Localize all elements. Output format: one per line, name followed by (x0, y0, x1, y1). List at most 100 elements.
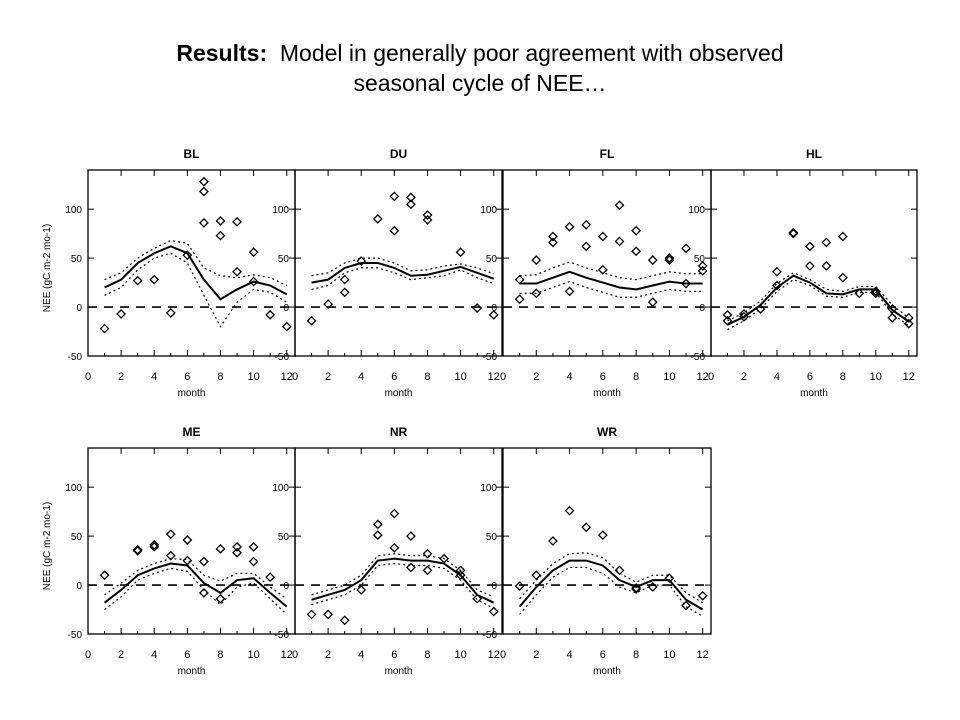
observed-point (406, 199, 416, 210)
x-tick-label: 0 (292, 371, 298, 383)
observed-point (722, 315, 733, 326)
x-tick-label: 6 (184, 649, 190, 661)
observed-point (232, 547, 242, 558)
y-tick-label: 50 (694, 254, 706, 265)
observed-point (548, 536, 558, 546)
model-line (103, 562, 288, 608)
x-tick-label: 6 (391, 371, 397, 383)
observed-point (265, 572, 276, 583)
x-tick-label: 6 (391, 649, 397, 661)
y-tick-label: 50 (486, 254, 498, 265)
x-tick-label: 2 (325, 371, 331, 383)
model-bound-line (519, 552, 703, 604)
observed-point (631, 246, 642, 257)
observed-point (581, 522, 592, 533)
observed-point (788, 227, 799, 238)
observed-point (772, 266, 782, 277)
x-axis-label: month (178, 666, 206, 677)
observed-point (597, 264, 608, 275)
x-tick-label: 0 (500, 649, 506, 661)
x-tick-label: 4 (151, 371, 157, 383)
y-tick-label: 0 (491, 303, 497, 314)
panel-title: ME (183, 425, 201, 439)
model-line (518, 559, 704, 611)
observed-point (199, 176, 209, 187)
x-tick-label: 10 (663, 649, 675, 661)
panel-title: FL (600, 147, 615, 161)
y-tick-label: 0 (76, 303, 82, 314)
observed-point (804, 241, 815, 252)
y-tick-label: 50 (71, 254, 83, 265)
observed-point (199, 587, 209, 598)
observed-point (389, 542, 400, 553)
observed-point (182, 535, 193, 545)
model-bound-line (727, 278, 910, 331)
observed-point (681, 278, 691, 289)
observed-point (548, 237, 558, 248)
observed-point (837, 272, 848, 283)
model-bound-line (519, 261, 703, 281)
y-tick-label: 100 (65, 483, 82, 494)
observed-point (422, 548, 433, 559)
x-tick-label: 4 (358, 371, 364, 383)
observed-point (564, 221, 575, 232)
observed-point (323, 299, 334, 310)
x-tick-label: 8 (217, 371, 223, 383)
y-tick-label: -50 (275, 352, 290, 363)
x-tick-label: 2 (741, 371, 747, 383)
observed-point (339, 287, 350, 298)
observed-points (306, 191, 499, 326)
y-tick-label: 0 (283, 581, 289, 592)
observed-point (356, 256, 367, 266)
x-tick-label: 12 (488, 649, 500, 661)
y-tick-label: -50 (275, 630, 290, 641)
observed-point (149, 539, 160, 550)
observed-point (531, 255, 542, 265)
observed-point (631, 584, 642, 594)
y-tick-label: 50 (486, 532, 498, 543)
observed-point (697, 265, 708, 276)
x-tick-label: 10 (870, 371, 882, 383)
panel-title: NR (390, 425, 408, 439)
observed-point (149, 541, 160, 552)
model-line (104, 245, 288, 301)
observed-point (664, 253, 675, 264)
observed-point (422, 215, 433, 225)
observed-point (199, 556, 209, 567)
observed-point (232, 216, 242, 227)
y-tick-label: -50 (68, 630, 83, 641)
observed-point (165, 308, 176, 318)
y-tick-label: -50 (483, 630, 498, 641)
observed-point (887, 312, 898, 323)
x-tick-label: 12 (281, 649, 293, 661)
observed-point (788, 228, 799, 239)
model-line (519, 270, 703, 291)
model-bound-line (311, 257, 494, 277)
observed-points (722, 227, 914, 329)
plot-frame (502, 169, 712, 357)
observed-point (647, 297, 658, 308)
x-tick-label: 12 (903, 371, 915, 383)
observed-point (306, 609, 317, 620)
x-tick-label: 10 (663, 371, 675, 383)
model-line (311, 557, 495, 604)
x-tick-label: 0 (85, 371, 91, 383)
observed-point (182, 250, 193, 261)
observed-point (614, 200, 625, 211)
observed-point (804, 261, 815, 271)
x-axis-label: month (178, 388, 206, 399)
x-tick-label: 10 (454, 649, 466, 661)
observed-point (564, 286, 575, 297)
observed-point (306, 315, 317, 326)
x-tick-label: 8 (840, 371, 846, 383)
plot-frame (87, 169, 296, 357)
observed-point (232, 266, 242, 277)
x-tick-label: 12 (697, 371, 709, 383)
observed-point (248, 276, 259, 287)
model-bound-line (311, 553, 494, 598)
slide-title-rest: Model in generally poor agreement with o… (267, 40, 784, 66)
